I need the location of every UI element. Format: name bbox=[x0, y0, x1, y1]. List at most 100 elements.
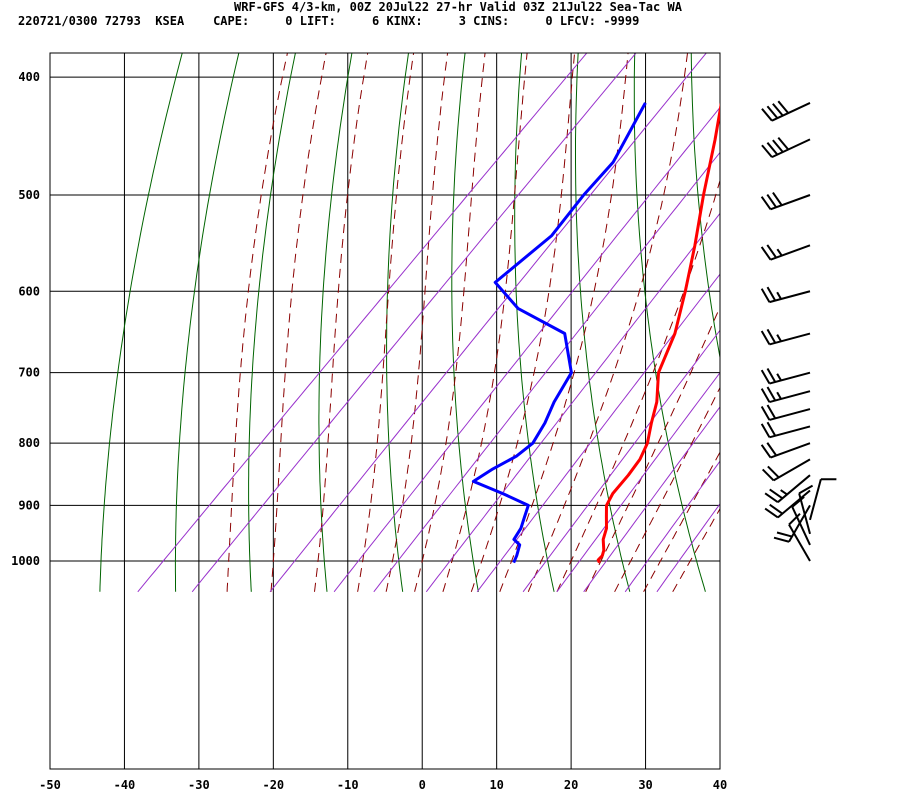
wind-barb-staff bbox=[777, 489, 811, 519]
wind-barb-half-feather bbox=[780, 489, 788, 496]
wind-barb-staff bbox=[769, 408, 811, 421]
wind-barb-feather bbox=[766, 404, 777, 419]
wind-barb-staff bbox=[773, 458, 811, 482]
dewpoint-profile bbox=[471, 102, 647, 564]
moist-adiabat-line bbox=[470, 53, 576, 592]
wind-barb-feather bbox=[773, 536, 790, 543]
moist-adiabat-line bbox=[357, 53, 415, 592]
wind-barb-feather bbox=[766, 286, 777, 302]
wind-barb-staff bbox=[771, 138, 811, 159]
moist-adiabat-line bbox=[499, 53, 629, 592]
wind-barb bbox=[760, 286, 811, 304]
wind-barb-half-feather bbox=[776, 391, 782, 400]
mixing-ratio-line bbox=[373, 151, 720, 593]
wind-barbs bbox=[760, 100, 837, 562]
wind-barb-feather bbox=[766, 368, 777, 383]
axis-tick-labels: 400 500 600 700 800 900 1000 -50 -40 -30 -20 -10 0 10… bbox=[11, 70, 727, 792]
wind-barb-staff bbox=[777, 474, 811, 503]
dry-adiabat-line bbox=[386, 53, 410, 592]
pressure-tick-label: 900 bbox=[18, 498, 40, 512]
wind-barb-feather bbox=[764, 507, 779, 519]
mixing-ratio-line bbox=[556, 371, 720, 593]
temperature-tick-label: 0 bbox=[419, 778, 426, 792]
wind-barb-staff bbox=[788, 504, 811, 543]
moist-adiabat-line bbox=[270, 53, 327, 592]
moist-adiabat-line bbox=[643, 451, 720, 593]
dry-adiabat-line bbox=[248, 53, 296, 592]
moist-adiabat-line bbox=[527, 53, 689, 592]
pressure-tick-label: 600 bbox=[18, 284, 40, 298]
wind-barb-feather bbox=[776, 531, 793, 538]
temperature-tick-label: -50 bbox=[39, 778, 61, 792]
wind-barb-feather bbox=[766, 386, 777, 402]
moist-adiabat-line bbox=[314, 53, 369, 592]
wind-barb-staff bbox=[770, 244, 811, 261]
temperature-tick-label: 40 bbox=[713, 778, 727, 792]
moist-adiabat-line bbox=[414, 53, 486, 592]
moist-adiabat-line bbox=[442, 53, 528, 592]
dry-adiabat-line bbox=[99, 53, 183, 592]
temperature-tick-label: -20 bbox=[262, 778, 284, 792]
pressure-tick-label: 1000 bbox=[11, 554, 40, 568]
wind-barb-feather bbox=[764, 492, 779, 504]
wind-barb-feather bbox=[772, 139, 784, 153]
wind-barb-staff bbox=[769, 425, 811, 439]
wind-barb-feather bbox=[766, 142, 779, 156]
wind-barb-half-feather bbox=[776, 248, 783, 257]
wind-barb-half-feather bbox=[776, 291, 782, 300]
wind-barb-staff bbox=[771, 102, 811, 122]
wind-barb-feather bbox=[798, 484, 814, 495]
mixing-ratio-line bbox=[656, 502, 720, 593]
mixing-ratio-line bbox=[425, 212, 720, 593]
mixing-ratio-line bbox=[476, 273, 720, 593]
wind-barb bbox=[760, 404, 811, 421]
wind-barb-feather bbox=[772, 103, 784, 117]
wind-barb-staff bbox=[770, 442, 811, 459]
wind-barb bbox=[761, 100, 811, 122]
wind-barb-feather bbox=[777, 100, 790, 114]
wind-barb bbox=[760, 328, 811, 346]
wind-barb-feather bbox=[761, 468, 775, 482]
station-indices-line: 220721/0300 72793 KSEA CAPE: 0 LIFT: 6 K… bbox=[18, 14, 640, 28]
wind-barb-staff bbox=[791, 506, 811, 546]
chart-title: WRF-GFS 4/3-km, 00Z 20Jul22 27-hr Valid … bbox=[234, 0, 682, 14]
thermo-background-lines bbox=[99, 50, 900, 593]
pressure-tick-label: 400 bbox=[18, 70, 40, 84]
temperature-tick-label: -10 bbox=[337, 778, 359, 792]
temperature-tick-label: 10 bbox=[489, 778, 503, 792]
dry-adiabat-line bbox=[861, 50, 900, 592]
mixing-ratio-line bbox=[522, 329, 720, 593]
wind-barb bbox=[764, 474, 811, 504]
wind-barb-feather bbox=[760, 288, 771, 303]
wind-barb-feather bbox=[766, 421, 777, 437]
wind-barb-feather bbox=[767, 465, 780, 479]
wind-barb-feather bbox=[760, 330, 771, 345]
dry-adiabat-line bbox=[690, 53, 720, 361]
wind-barb-feather bbox=[761, 144, 773, 158]
wind-barb-feather bbox=[788, 512, 801, 526]
wind-barb-feather bbox=[766, 442, 777, 457]
wind-barb bbox=[788, 512, 811, 562]
wind-barb-staff bbox=[809, 479, 822, 521]
wind-barb-staff bbox=[770, 194, 811, 211]
wind-barb-staff bbox=[769, 332, 811, 346]
wind-barb-feather bbox=[766, 244, 777, 259]
wind-barb-feather bbox=[760, 423, 771, 438]
mixing-ratio-line bbox=[269, 53, 707, 593]
wind-barb-staff bbox=[769, 290, 811, 304]
wind-barb bbox=[760, 421, 811, 439]
wind-barb-feather bbox=[766, 328, 777, 344]
plot-frame bbox=[49, 52, 721, 770]
mixing-ratio-line bbox=[137, 53, 588, 593]
mixing-ratio-line bbox=[624, 460, 720, 593]
wind-barb-half-feather bbox=[776, 334, 782, 342]
moist-adiabat-line bbox=[385, 53, 449, 592]
pressure-tick-label: 700 bbox=[18, 366, 40, 380]
wind-barb-feather bbox=[769, 503, 783, 515]
moist-adiabat-line bbox=[672, 507, 720, 593]
wind-barb-feather bbox=[772, 191, 783, 206]
dry-adiabat-line bbox=[451, 53, 479, 592]
wind-barb-feather bbox=[760, 369, 771, 385]
wind-barb-feather bbox=[760, 196, 772, 210]
moist-adiabat-line bbox=[585, 305, 720, 593]
